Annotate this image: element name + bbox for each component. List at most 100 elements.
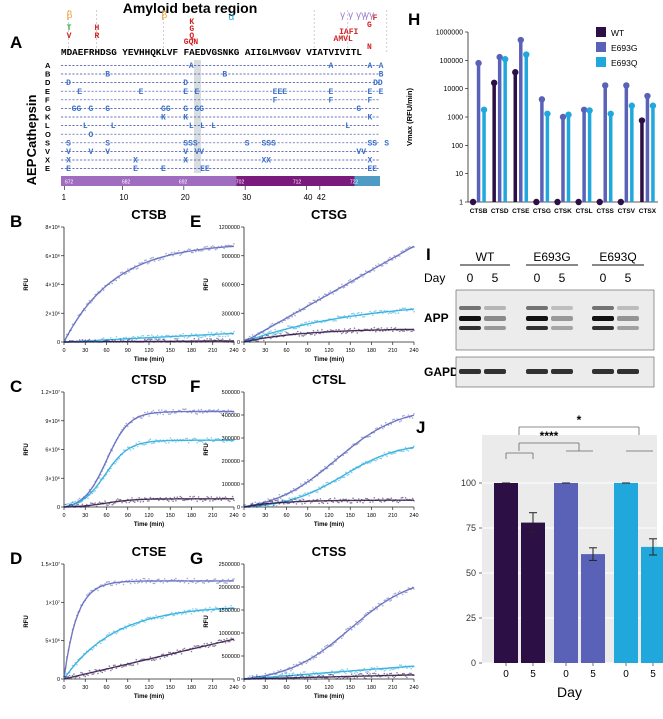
data-point-wt: [349, 502, 352, 504]
data-point-q: [125, 627, 128, 630]
y-tick-label: 1: [459, 200, 463, 207]
data-point-g: [173, 251, 176, 254]
legend-swatch-g: [596, 42, 606, 52]
data-point-wt: [216, 496, 218, 499]
x-tick-label: 150: [346, 513, 355, 519]
data-point-wt: [175, 500, 177, 502]
data-point-q: [176, 337, 179, 340]
data-point-q: [392, 668, 394, 671]
data-point-g: [195, 250, 197, 253]
data-point-wt: [148, 338, 150, 340]
app-band: [551, 326, 573, 330]
y-tick-label: 9×10⁶: [45, 418, 60, 425]
data-point-wt: [229, 500, 231, 503]
data-point-q: [375, 459, 377, 462]
data-point-g: [363, 614, 366, 616]
y-tick-label: 2×10⁶: [45, 310, 60, 317]
data-point-wt: [104, 500, 106, 502]
data-point-g: [206, 245, 208, 248]
data-point-g: [349, 625, 352, 628]
cleavage-site: B: [105, 71, 110, 80]
x-tick-label: 210: [388, 348, 397, 354]
data-point-wt: [162, 653, 164, 655]
data-point-g: [281, 672, 284, 675]
data-point-g: [85, 303, 88, 305]
data-point-q: [299, 672, 302, 674]
fit-curve-q: [63, 607, 235, 680]
data-point-g: [305, 662, 308, 665]
data-point-g: [366, 611, 369, 614]
data-point-q: [285, 672, 288, 675]
data-point-q: [196, 608, 198, 611]
data-point-q: [183, 610, 186, 612]
panel-title: CTSG: [311, 207, 347, 222]
mutation-label: T: [67, 24, 72, 33]
data-point-wt: [399, 330, 401, 333]
lollipop-head-wt: [554, 198, 561, 206]
data-point-wt: [404, 497, 407, 499]
row-label-9: S: [45, 138, 50, 147]
data-point-q: [199, 336, 201, 339]
data-point-wt: [135, 659, 138, 661]
data-point-q: [230, 440, 232, 443]
data-point-q: [281, 674, 284, 676]
y-tick-label: 5×10⁶: [45, 638, 60, 645]
data-point-q: [76, 504, 78, 506]
row-label-4: F: [45, 95, 50, 104]
data-point-q: [271, 505, 274, 508]
data-point-wt: [85, 503, 88, 506]
data-point-wt: [257, 340, 259, 342]
data-point-g: [197, 250, 200, 252]
data-point-q: [294, 496, 296, 499]
data-point-wt: [193, 495, 196, 498]
data-point-q: [318, 486, 320, 488]
cleavage-site: F: [328, 96, 333, 105]
data-point-wt: [392, 330, 394, 332]
row-label-10: V: [45, 147, 50, 156]
data-point-q: [292, 672, 295, 674]
data-point-wt: [375, 673, 377, 675]
legend-label-q: E693Q: [611, 58, 638, 68]
sig-label-g: ****: [540, 429, 559, 443]
data-point-g: [365, 613, 367, 615]
data-point-q: [268, 331, 271, 333]
data-point-g: [148, 415, 150, 417]
data-point-g: [221, 578, 224, 581]
data-point-g: [148, 261, 150, 264]
app-band: [617, 316, 639, 321]
lollipop-head-g: [623, 82, 630, 89]
data-point-q: [372, 314, 374, 316]
highlight-column: [193, 60, 201, 173]
domain-bar-tm: [236, 176, 355, 186]
cleavage-site: E: [133, 165, 138, 174]
fit-curve-g: [63, 410, 234, 508]
data-point-g: [127, 425, 129, 428]
data-point-g: [136, 582, 139, 584]
data-point-wt: [316, 498, 319, 501]
data-point-q: [345, 672, 347, 675]
data-point-wt: [182, 499, 184, 502]
data-point-wt: [256, 506, 258, 508]
secretase-glyph: γ: [340, 10, 345, 21]
data-point-q: [332, 673, 335, 676]
data-point-g: [355, 620, 357, 623]
data-point-wt: [274, 499, 276, 502]
data-point-wt: [119, 498, 122, 501]
cleavage-site: L: [200, 122, 205, 131]
data-point-g: [214, 578, 217, 580]
data-point-g: [332, 643, 335, 646]
data-point-g: [135, 268, 138, 270]
data-point-wt: [97, 672, 99, 675]
data-point-g: [129, 582, 132, 585]
data-point-g: [346, 451, 349, 454]
y-tick-label: 2000000: [219, 585, 240, 591]
legend-swatch-q: [596, 57, 606, 67]
data-point-q: [155, 614, 157, 617]
data-point-wt: [309, 502, 312, 504]
data-point-q: [134, 624, 136, 627]
data-point-q: [185, 437, 187, 440]
data-point-wt: [88, 669, 91, 672]
data-point-q: [135, 623, 138, 626]
data-point-g: [151, 257, 153, 259]
mutation-label: V: [67, 32, 72, 41]
